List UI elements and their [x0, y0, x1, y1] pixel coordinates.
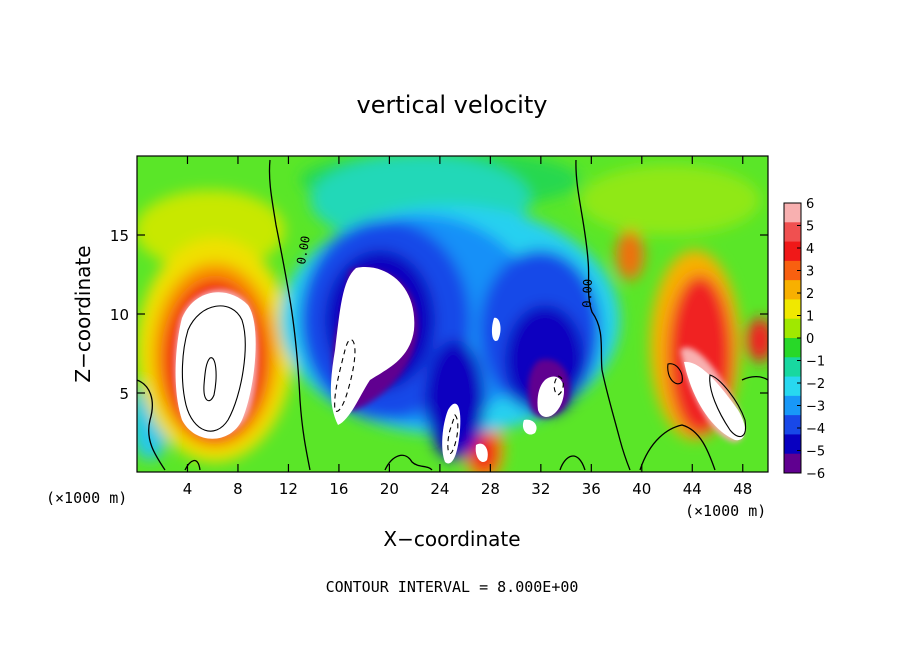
heatmap-field [137, 156, 768, 472]
colorbar-label: 5 [806, 220, 814, 235]
contour-labels: 0.00 0.00 [294, 235, 595, 308]
chart-title: vertical velocity [357, 91, 548, 119]
x-tick-label: 4 [183, 480, 193, 498]
x-tick-label: 16 [329, 480, 348, 498]
x-axis-label: X−coordinate [383, 527, 520, 551]
colorbar-swatch [784, 203, 801, 223]
x-tick-label: 24 [430, 480, 449, 498]
y-tick-label: 10 [110, 306, 129, 324]
colorbar-label: 4 [806, 242, 814, 257]
x-unit-right: (×1000 m) [685, 502, 766, 520]
x-tick-label: 44 [683, 480, 702, 498]
x-unit-left: (×1000 m) [46, 489, 127, 507]
colorbar-swatch [784, 318, 801, 339]
y-axis-ticks: 5 10 15 [110, 227, 768, 403]
colorbar-swatch [784, 280, 801, 300]
colorbar-label: −1 [806, 355, 825, 370]
contour-label: 0.00 [294, 235, 313, 266]
colorbar-label: −2 [806, 377, 825, 392]
colorbar-swatch [784, 376, 801, 397]
colorbar-swatch [784, 357, 801, 378]
x-axis-ticks: 4 8 12 16 20 24 28 32 36 40 44 48 [183, 156, 752, 498]
colorbar-swatch [784, 299, 801, 320]
colorbar-swatch [784, 260, 801, 281]
colorbar-swatch [784, 434, 801, 455]
x-tick-label: 32 [531, 480, 550, 498]
colorbar-label: 2 [806, 287, 814, 302]
colorbar-swatch [784, 395, 801, 416]
x-tick-label: 28 [481, 480, 500, 498]
colorbar-swatch [784, 241, 801, 262]
y-tick-label: 5 [119, 385, 129, 403]
colorbar-swatch [784, 222, 801, 243]
x-tick-label: 40 [632, 480, 651, 498]
colorbar-swatch [784, 415, 801, 435]
colorbar-label: −4 [806, 422, 825, 437]
contour-label: 0.00 [580, 279, 595, 308]
x-tick-label: 48 [733, 480, 752, 498]
colorbar-label: 6 [806, 197, 814, 212]
colorbar-label: 0 [806, 332, 814, 347]
colorbar: 6 5 4 3 2 1 0 −1 −2 −3 −4 −5 −6 [783, 197, 825, 482]
contour-interval-note: CONTOUR INTERVAL = 8.000E+00 [326, 578, 579, 596]
colorbar-label: −3 [806, 400, 825, 415]
y-axis-label: Z−coordinate [71, 245, 95, 382]
x-tick-label: 20 [380, 480, 399, 498]
x-tick-label: 12 [279, 480, 298, 498]
x-tick-label: 36 [582, 480, 601, 498]
colorbar-swatch [784, 453, 801, 474]
colorbar-label: −6 [806, 467, 825, 482]
x-tick-label: 8 [233, 480, 243, 498]
y-tick-label: 15 [110, 227, 129, 245]
colorbar-swatch [784, 338, 801, 358]
colorbar-label: 3 [806, 265, 814, 280]
colorbar-label: 1 [806, 310, 814, 325]
colorbar-label: −5 [806, 445, 825, 460]
